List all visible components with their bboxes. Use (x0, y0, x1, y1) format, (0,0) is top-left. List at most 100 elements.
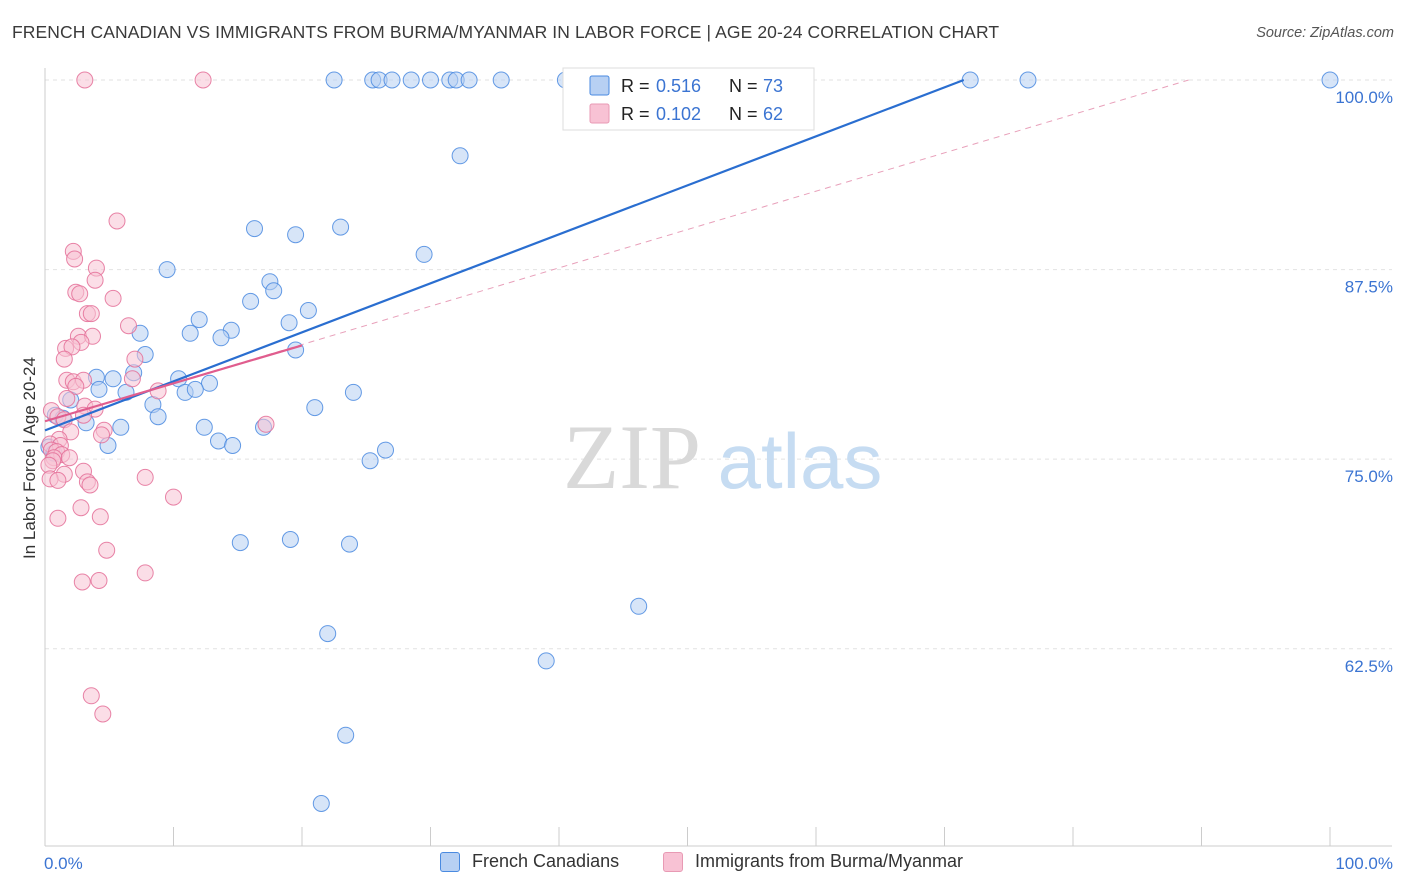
point-burma (72, 499, 90, 517)
point-burma (81, 476, 99, 494)
point-burma (136, 468, 154, 486)
point-french-canadian (306, 399, 324, 417)
legend-swatch-french-canadians (589, 75, 610, 96)
point-french-canadian (451, 147, 469, 165)
point-burma (120, 317, 137, 335)
point-french-canadian (190, 311, 208, 329)
legend-label-burma: Immigrants from Burma/Myanmar (695, 851, 964, 871)
legend-n-label-2: N = (729, 104, 758, 124)
point-french-canadian (201, 374, 218, 392)
point-french-canadian (224, 437, 242, 454)
point-french-canadian (90, 380, 108, 398)
trend-line-burma (44, 344, 303, 423)
point-french-canadian (186, 380, 204, 398)
trend-line-french-canadian (44, 78, 965, 432)
point-burma (90, 572, 108, 589)
watermark: ZIP atlas (563, 406, 882, 508)
point-french-canadian (104, 370, 122, 388)
point-french-canadian (460, 71, 478, 89)
y-tick-label: 100.0% (1335, 88, 1393, 107)
point-french-canadian (149, 408, 167, 426)
point-french-canadian (383, 71, 401, 89)
point-french-canadian (195, 418, 213, 436)
grid (45, 79, 1392, 650)
point-burma (91, 508, 109, 526)
point-burma (104, 289, 122, 307)
trend-lines (44, 78, 1189, 432)
y-tick-label: 62.5% (1345, 657, 1393, 676)
point-burma (257, 415, 275, 433)
point-burma (136, 564, 154, 582)
legend-box: R = 0.516 N = 73 R = 0.102 N = 62 (562, 67, 815, 131)
point-burma (194, 71, 212, 89)
legend-item-burma: Immigrants from Burma/Myanmar (663, 851, 963, 872)
point-burma (76, 71, 94, 89)
legend-n-label-1: N = (729, 76, 758, 96)
point-burma (73, 573, 91, 591)
point-french-canadian (422, 71, 439, 89)
point-french-canadian (231, 534, 249, 552)
point-burma (93, 426, 110, 444)
point-french-canadian (242, 292, 260, 310)
point-french-canadian (377, 441, 394, 459)
point-french-canadian (1321, 71, 1339, 89)
legend-r-value-1: 0.516 (656, 76, 701, 96)
point-french-canadian (332, 218, 350, 236)
data-points (40, 71, 1339, 812)
point-french-canadian (299, 302, 317, 319)
x-tick-label-right: 100.0% (1335, 854, 1393, 873)
point-french-canadian (312, 795, 330, 812)
point-burma (98, 541, 116, 559)
point-burma (86, 271, 104, 289)
point-burma (82, 305, 100, 323)
point-french-canadian (961, 71, 979, 89)
watermark-atlas: atlas (718, 417, 883, 505)
point-burma (49, 471, 67, 489)
legend-swatch-pink (663, 851, 683, 872)
legend-r-label-2: R = (621, 104, 650, 124)
point-french-canadian (1019, 71, 1037, 89)
point-burma (94, 705, 112, 723)
point-french-canadian (112, 418, 130, 436)
point-french-canadian (212, 329, 230, 347)
point-burma (60, 449, 78, 467)
y-tick-label: 75.0% (1345, 467, 1393, 486)
point-french-canadian (337, 726, 355, 744)
point-french-canadian (415, 245, 433, 263)
point-burma (63, 338, 81, 356)
point-french-canadian (402, 71, 420, 89)
point-burma (82, 687, 100, 705)
point-burma (71, 285, 89, 303)
legend-r-label-1: R = (621, 76, 650, 96)
source-credit: Source: ZipAtlas.com (1256, 25, 1394, 41)
point-burma (55, 350, 73, 368)
point-french-canadian (265, 282, 283, 300)
point-burma (49, 509, 67, 527)
point-french-canadian (319, 625, 337, 643)
point-burma (126, 350, 144, 368)
legend-swatch-blue (440, 851, 460, 872)
point-french-canadian (281, 531, 299, 548)
x-tick-label-left: 0.0% (44, 854, 83, 873)
point-burma (67, 377, 85, 395)
axes (44, 68, 1392, 847)
point-french-canadian (246, 220, 263, 238)
point-burma (123, 370, 141, 388)
point-burma (58, 390, 76, 407)
point-french-canadian (630, 597, 648, 615)
point-french-canadian (158, 261, 176, 279)
y-tick-label: 87.5% (1345, 278, 1393, 297)
point-burma (165, 488, 182, 506)
legend-n-value-2: 62 (763, 104, 783, 124)
point-french-canadian (181, 324, 199, 342)
legend-label-french-canadians: French Canadians (472, 851, 620, 871)
watermark-zip: ZIP (563, 406, 701, 508)
point-french-canadian (361, 452, 379, 470)
point-french-canadian (537, 652, 555, 670)
legend-item-french-canadians: French Canadians (440, 851, 619, 872)
point-french-canadian (280, 314, 298, 332)
tick-labels: 100.0% 87.5% 75.0% 62.5% 0.0% 100.0% (44, 88, 1393, 873)
point-french-canadian (492, 71, 510, 89)
bottom-legend: French Canadians Immigrants from Burma/M… (0, 851, 1406, 879)
